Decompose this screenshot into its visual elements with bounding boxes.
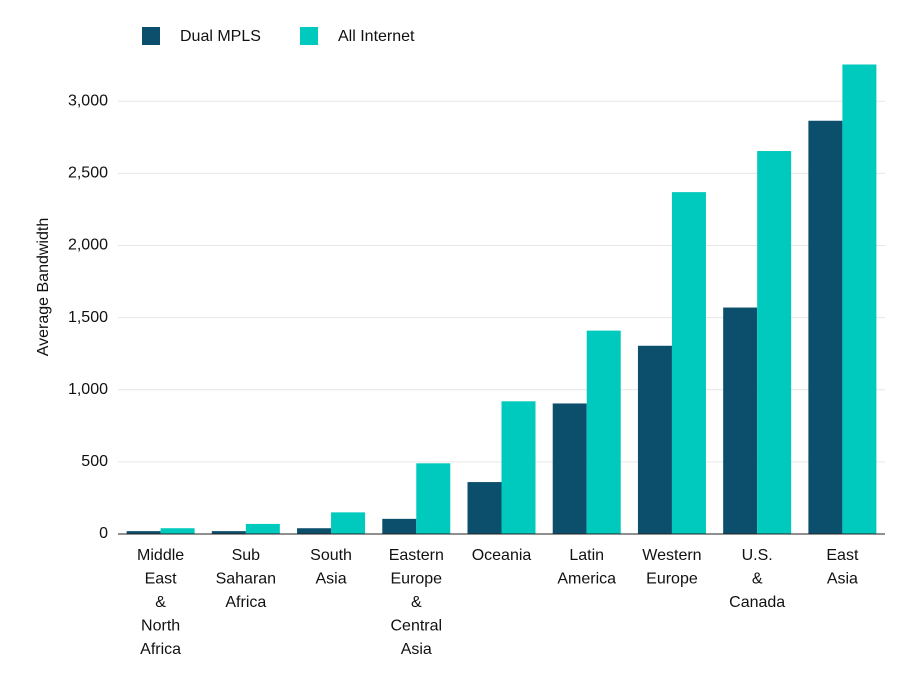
y-tick-label: 2,500 bbox=[68, 165, 108, 182]
bar bbox=[126, 531, 161, 534]
x-tick-label-line: & bbox=[752, 571, 763, 588]
x-tick-label-line: Western bbox=[642, 547, 701, 564]
x-tick-label-line: & bbox=[411, 594, 422, 611]
bar bbox=[331, 512, 366, 534]
bar bbox=[586, 330, 621, 534]
x-tick-label-line: & bbox=[155, 594, 166, 611]
x-tick-label-line: Sub bbox=[232, 547, 261, 564]
x-tick-label: Eastern Europe & Central Asia bbox=[389, 547, 444, 658]
y-tick-label: 500 bbox=[81, 453, 108, 470]
y-tick-label: 0 bbox=[99, 525, 108, 542]
x-tick-label-line: Canada bbox=[729, 594, 785, 611]
x-tick-label-line: Oceania bbox=[472, 547, 532, 564]
bar bbox=[723, 307, 758, 534]
x-tick-label-line: Central bbox=[390, 618, 442, 635]
x-tick-label-line: Africa bbox=[140, 641, 181, 658]
x-tick-label: Oceania bbox=[472, 547, 532, 564]
x-tick-label-line: East bbox=[826, 547, 859, 564]
bar bbox=[297, 528, 332, 534]
x-tick-label-line: Asia bbox=[827, 571, 858, 588]
y-tick-label: 3,000 bbox=[68, 92, 108, 109]
y-tick-label: 1,500 bbox=[68, 309, 108, 326]
y-tick-label: 2,000 bbox=[68, 237, 108, 254]
x-tick-label: Middle East & North Africa bbox=[137, 547, 184, 658]
x-tick-label-line: North bbox=[141, 618, 180, 635]
bar bbox=[160, 528, 195, 534]
y-tick-label: 1,000 bbox=[68, 381, 108, 398]
bar bbox=[552, 403, 587, 534]
legend-swatch bbox=[142, 27, 160, 45]
x-tick-label-line: Europe bbox=[390, 571, 442, 588]
x-tick-label: East Asia bbox=[826, 547, 859, 588]
bar bbox=[671, 192, 706, 535]
x-tick-label-line: Eastern bbox=[389, 547, 444, 564]
y-axis-label: Average Bandwidth bbox=[35, 218, 52, 356]
x-tick-label-line: Asia bbox=[315, 571, 346, 588]
bar bbox=[842, 64, 877, 534]
x-tick-label-line: America bbox=[557, 571, 616, 588]
x-tick-label-line: Africa bbox=[225, 594, 266, 611]
x-tick-label: Western Europe bbox=[642, 547, 701, 588]
legend-swatch bbox=[300, 27, 318, 45]
x-tick-label-line: Europe bbox=[646, 571, 698, 588]
x-tick-label-line: Saharan bbox=[216, 571, 277, 588]
legend-label: Dual MPLS bbox=[180, 28, 261, 45]
bar bbox=[757, 151, 792, 534]
bar bbox=[501, 401, 536, 534]
bar bbox=[637, 345, 672, 534]
bar bbox=[211, 531, 246, 534]
x-tick-label-line: Latin bbox=[569, 547, 604, 564]
x-tick-label-line: U.S. bbox=[742, 547, 773, 564]
x-tick-label-line: Middle bbox=[137, 547, 184, 564]
x-tick-label: Sub Saharan Africa bbox=[216, 547, 277, 611]
x-tick-label: South Asia bbox=[310, 547, 352, 588]
x-tick-label: Latin America bbox=[557, 547, 616, 588]
bar bbox=[808, 120, 843, 534]
bar bbox=[245, 523, 280, 534]
legend-label: All Internet bbox=[338, 28, 415, 45]
bar bbox=[382, 518, 417, 534]
x-tick-label-line: Asia bbox=[401, 641, 432, 658]
x-tick-label-line: East bbox=[145, 571, 178, 588]
bar bbox=[416, 463, 451, 534]
x-tick-label-line: South bbox=[310, 547, 352, 564]
bar bbox=[467, 482, 502, 534]
x-tick-label: U.S. & Canada bbox=[729, 547, 785, 611]
